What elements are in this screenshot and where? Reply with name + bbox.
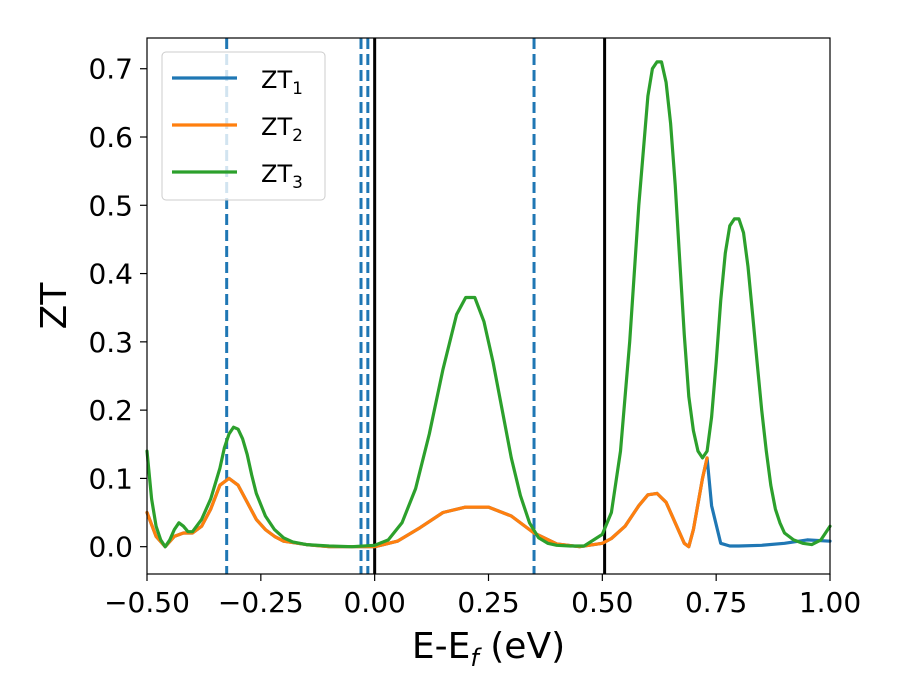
series-lines bbox=[145, 60, 832, 549]
legend: ZT1 ZT2 ZT3 bbox=[161, 51, 326, 201]
y-tick-label: 0.4 bbox=[88, 258, 133, 291]
x-axis-label: E-Ef (eV) bbox=[412, 626, 565, 672]
legend-box bbox=[161, 51, 326, 201]
x-tick-label: −0.25 bbox=[218, 586, 304, 619]
x-tick-label: 0.75 bbox=[685, 586, 747, 619]
y-tick-label: 0.7 bbox=[88, 53, 133, 86]
y-tick-label: 0.0 bbox=[88, 531, 133, 564]
y-tick-label: 0.5 bbox=[88, 189, 133, 222]
legend-label-1: ZT1 bbox=[261, 66, 303, 99]
x-tick-label: 0.25 bbox=[457, 586, 519, 619]
y-tick-label: 0.3 bbox=[88, 326, 133, 359]
y-tick-label: 0.1 bbox=[88, 462, 133, 495]
legend-label-3: ZT3 bbox=[261, 160, 303, 193]
x-axis-label-suffix: (eV) bbox=[479, 626, 565, 667]
x-axis-ticks: −0.50 −0.25 0.00 0.25 0.50 0.75 1.00 bbox=[104, 574, 861, 619]
y-axis-ticks: 0.0 0.1 0.2 0.3 0.4 0.5 0.6 0.7 bbox=[88, 53, 147, 564]
series-line-3 bbox=[145, 60, 832, 549]
y-axis-label: ZT bbox=[34, 282, 75, 330]
x-axis-label-main: E-E bbox=[412, 626, 470, 667]
x-tick-label: −0.50 bbox=[104, 586, 190, 619]
y-tick-label: 0.6 bbox=[88, 121, 133, 154]
legend-label-2: ZT2 bbox=[261, 113, 303, 146]
y-tick-label: 0.2 bbox=[88, 394, 133, 427]
x-tick-label: 1.00 bbox=[799, 586, 861, 619]
x-tick-label: 0.00 bbox=[343, 586, 405, 619]
x-tick-label: 0.50 bbox=[571, 586, 633, 619]
series-line-2 bbox=[145, 456, 709, 549]
